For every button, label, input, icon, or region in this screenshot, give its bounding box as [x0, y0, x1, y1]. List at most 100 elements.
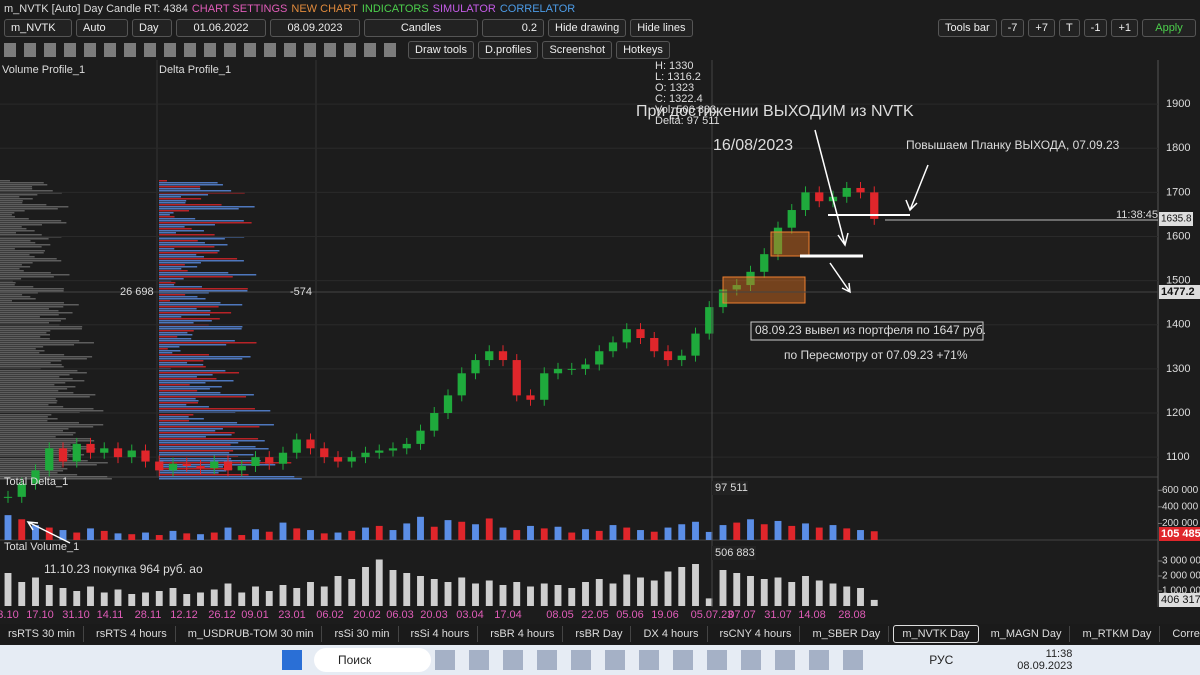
profile-bar: [159, 180, 167, 182]
tab[interactable]: rsBR Day: [567, 626, 632, 642]
profile-bar: [159, 198, 202, 200]
app-icons[interactable]: [435, 650, 876, 670]
tab[interactable]: rsSi 30 min: [326, 626, 399, 642]
volume-bar: [568, 588, 576, 606]
tab[interactable]: m_RTKM Day: [1074, 626, 1161, 642]
tab[interactable]: DX 4 hours: [635, 626, 708, 642]
candle: [581, 364, 590, 369]
profile-bar: [0, 372, 87, 374]
profile-bar: [0, 316, 40, 318]
profile-bar: [0, 254, 30, 256]
profile-bar: [159, 284, 175, 286]
search-box[interactable]: Поиск: [314, 648, 432, 672]
profile-bar: [0, 422, 80, 424]
panel-label: Volume Profile_1: [2, 64, 85, 76]
tab[interactable]: rsRTS 4 hours: [88, 626, 176, 642]
tab[interactable]: rsSi 4 hours: [403, 626, 479, 642]
shift[interactable]: T: [1058, 19, 1080, 37]
candle: [773, 227, 783, 255]
annotation: 08.09.23 вывел из портфеля по 1647 руб.: [755, 323, 986, 337]
period[interactable]: Day: [132, 19, 172, 37]
shift[interactable]: -7: [1000, 19, 1025, 37]
taskbar: Поиск РУС 11:38 08.09.2023: [0, 645, 1200, 675]
d-profiles[interactable]: D.profiles: [477, 41, 539, 59]
profile-bar: [159, 422, 238, 424]
profile-bar: [159, 240, 198, 242]
menu[interactable]: INDICATORS: [361, 3, 429, 15]
tab[interactable]: m_SBER Day: [804, 626, 890, 642]
delta-bar: [472, 524, 479, 540]
shift[interactable]: +1: [1111, 19, 1138, 37]
profile-bar: [159, 450, 234, 452]
candle: [306, 439, 315, 449]
hide-drawing[interactable]: Hide drawing: [548, 19, 627, 37]
lang[interactable]: РУС: [929, 653, 954, 667]
mode[interactable]: Auto: [76, 19, 128, 37]
step[interactable]: 0.2: [482, 19, 544, 37]
chart-style[interactable]: Candles: [364, 19, 478, 37]
tab[interactable]: rsBR 4 hours: [482, 626, 564, 642]
time-label: 11:38:45: [1116, 209, 1158, 221]
profile-bar: [159, 470, 227, 472]
screenshot[interactable]: Screenshot: [542, 41, 613, 59]
shift[interactable]: -1: [1083, 19, 1108, 37]
profile-bar: [0, 466, 62, 468]
candle: [567, 368, 576, 370]
profile-bar: [159, 248, 175, 250]
delta-bar: [650, 531, 658, 540]
tools-bar[interactable]: Tools bar: [937, 19, 997, 37]
profile-bar: [0, 282, 16, 284]
profile-bar: [159, 402, 198, 404]
profile-bar: [0, 258, 57, 260]
annotation: При достижении ВЫХОДИМ из NVTK: [636, 103, 914, 120]
tab[interactable]: m_USDRUB-TOM 30 min: [180, 626, 323, 642]
clock[interactable]: 11:38 08.09.2023: [1017, 648, 1072, 672]
symbol[interactable]: m_NVTK: [4, 19, 72, 37]
y-tick-label: 2 000 000: [1162, 571, 1200, 582]
shift[interactable]: +7: [1028, 19, 1055, 37]
profile-bar: [0, 428, 69, 430]
profile-bar: [159, 466, 224, 468]
delta-bar: [293, 528, 301, 540]
y-tick-label: 1700: [1166, 186, 1190, 198]
profile-bar: [0, 396, 90, 398]
profile-bar: [0, 384, 55, 386]
x-tick-label: 05.07.23: [691, 609, 734, 621]
profile-bar: [159, 292, 209, 294]
menu[interactable]: CORRELATOR: [499, 3, 576, 15]
draw-tools[interactable]: Draw tools: [408, 41, 474, 59]
tab[interactable]: m_MAGN Day: [983, 626, 1071, 642]
date-to[interactable]: 08.09.2023: [270, 19, 360, 37]
candle: [72, 443, 81, 462]
price-tag-text: 1477.2: [1161, 286, 1195, 298]
candle: [278, 452, 288, 464]
profile-bar: [159, 438, 259, 440]
delta-bar: [197, 534, 204, 540]
tab[interactable]: rsCNY 4 hours: [712, 626, 801, 642]
profile-bar: [0, 402, 57, 404]
draw-icons[interactable]: [4, 43, 404, 57]
hotkeys[interactable]: Hotkeys: [616, 41, 670, 59]
profile-bar: [0, 308, 49, 310]
profile-bar: [0, 238, 49, 240]
profile-bar: [0, 330, 51, 332]
tab[interactable]: m_NVTK Day: [893, 625, 979, 643]
profile-bar: [159, 336, 178, 338]
start-button[interactable]: [282, 650, 302, 670]
profile-bar: [159, 428, 223, 430]
delta-bar: [320, 533, 328, 540]
delta-bar: [45, 527, 53, 540]
menu[interactable]: SIMULATOR: [432, 3, 496, 15]
volume-bar: [444, 582, 452, 606]
profile-bar: [0, 314, 59, 316]
tab[interactable]: rsRTS 30 min: [0, 626, 85, 642]
hide-lines[interactable]: Hide lines: [630, 19, 693, 37]
date-from[interactable]: 01.06.2022: [176, 19, 266, 37]
profile-bar: [0, 304, 79, 306]
menu[interactable]: CHART SETTINGS: [191, 3, 288, 15]
tab[interactable]: Correlator: [1164, 626, 1200, 642]
apply[interactable]: Apply: [1142, 19, 1196, 37]
x-tick-label: 31.07: [764, 609, 792, 621]
menu[interactable]: NEW CHART: [291, 3, 358, 15]
candle: [361, 452, 370, 458]
